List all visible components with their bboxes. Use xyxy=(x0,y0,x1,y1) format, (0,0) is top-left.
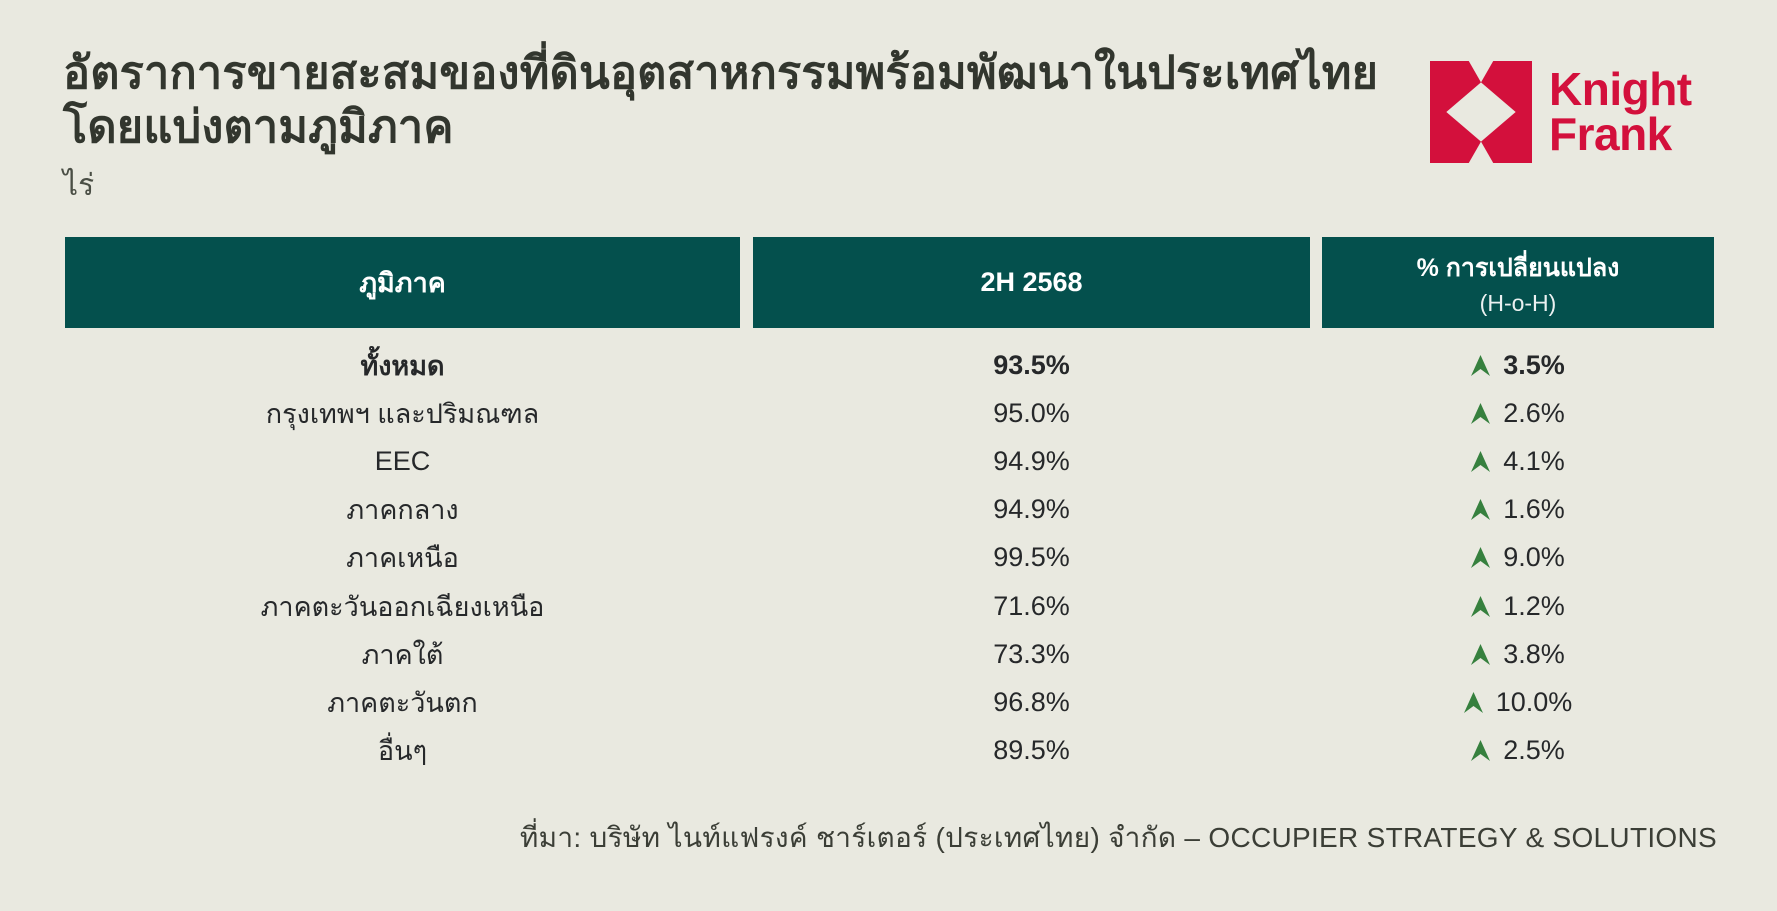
knight-frank-logo: Knight Frank xyxy=(1430,60,1692,164)
table-row: ทั้งหมด 93.5% 3.5% xyxy=(65,341,1714,389)
value-2h2568: 99.5% xyxy=(993,542,1070,573)
logo-word-frank: Frank xyxy=(1549,108,1672,160)
up-arrow-icon xyxy=(1471,643,1491,665)
region-name: ภาคตะวันตก xyxy=(327,687,478,718)
change-value: 1.6% xyxy=(1503,494,1565,525)
region-name: ภาคใต้ xyxy=(361,639,444,670)
change-value: 10.0% xyxy=(1495,686,1573,717)
up-arrow-icon xyxy=(1471,354,1491,376)
table-row: ภาคตะวันออกเฉียงเหนือ 71.6% 1.2% xyxy=(65,582,1714,630)
region-name: อื่นๆ xyxy=(377,736,428,767)
value-2h2568: 89.5% xyxy=(993,735,1070,766)
change-cell: 2.6% xyxy=(1322,398,1714,429)
unit-label: ไร่ xyxy=(63,169,95,202)
table-row: EEC 94.9% 4.1% xyxy=(65,437,1714,485)
up-arrow-icon xyxy=(1471,740,1491,762)
column-header-change: % การเปลี่ยนแปลง (H-o-H) xyxy=(1322,237,1714,328)
region-name: ทั้งหมด xyxy=(360,350,445,381)
page-title-line1: อัตราการขายสะสมของที่ดินอุตสาหกรรมพร้อมพ… xyxy=(63,47,1379,98)
up-arrow-icon xyxy=(1463,691,1483,713)
region-name: กรุงเทพฯ และปริมณฑล xyxy=(265,398,540,429)
change-cell: 1.2% xyxy=(1322,591,1714,622)
up-arrow-icon xyxy=(1471,450,1491,472)
up-arrow-icon xyxy=(1471,402,1491,424)
page-title-line2: โดยแบ่งตามภูมิภาค xyxy=(63,101,454,152)
up-arrow-icon xyxy=(1471,595,1491,617)
table-row: ภาคเหนือ 99.5% 9.0% xyxy=(65,534,1714,582)
region-name: ภาคตะวันออกเฉียงเหนือ xyxy=(260,591,545,622)
table-row: กรุงเทพฯ และปริมณฑล 95.0% 2.6% xyxy=(65,389,1714,437)
change-cell: 2.5% xyxy=(1322,735,1714,766)
change-value: 1.2% xyxy=(1503,590,1565,621)
change-cell: 3.8% xyxy=(1322,639,1714,670)
change-value: 2.5% xyxy=(1503,735,1565,766)
table-body: ทั้งหมด 93.5% 3.5% กรุงเทพฯ และปริมณฑล 9… xyxy=(65,328,1714,775)
up-arrow-icon xyxy=(1471,547,1491,569)
value-2h2568: 95.0% xyxy=(993,397,1070,428)
logo-word-knight: Knight xyxy=(1549,62,1692,115)
column-header-2h2568: 2H 2568 xyxy=(753,237,1310,328)
change-value: 3.8% xyxy=(1503,638,1565,669)
knight-frank-wordmark: Knight Frank xyxy=(1549,62,1692,160)
column-header-change-label: % การเปลี่ยนแปลง xyxy=(1416,254,1620,282)
change-value: 4.1% xyxy=(1503,445,1565,476)
value-2h2568: 73.3% xyxy=(993,638,1070,669)
table-row: ภาคใต้ 73.3% 3.8% xyxy=(65,630,1714,678)
region-name: EEC xyxy=(374,445,431,476)
value-2h2568: 96.8% xyxy=(993,686,1070,717)
table-row: ภาคกลาง 94.9% 1.6% xyxy=(65,486,1714,534)
column-header-2h2568-label: 2H 2568 xyxy=(980,267,1083,297)
column-header-region-label: ภูมิภาค xyxy=(359,268,446,298)
table-row: อื่นๆ 89.5% 2.5% xyxy=(65,727,1714,775)
change-value: 9.0% xyxy=(1503,542,1565,573)
column-header-change-sublabel: (H-o-H) xyxy=(1479,290,1557,316)
up-arrow-icon xyxy=(1471,499,1491,521)
regional-sales-table: ภูมิภาค 2H 2568 % การเปลี่ยนแปลง (H-o-H)… xyxy=(65,237,1714,775)
change-cell: 9.0% xyxy=(1322,542,1714,573)
source-note: ที่มา: บริษัท ไนท์แฟรงค์ ชาร์เตอร์ (ประเ… xyxy=(519,822,1717,853)
change-cell: 1.6% xyxy=(1322,494,1714,525)
change-cell: 10.0% xyxy=(1322,687,1714,718)
value-2h2568: 94.9% xyxy=(993,494,1070,525)
table-row: ภาคตะวันตก 96.8% 10.0% xyxy=(65,678,1714,726)
change-cell: 4.1% xyxy=(1322,446,1714,477)
value-2h2568: 93.5% xyxy=(993,349,1070,380)
change-cell: 3.5% xyxy=(1322,350,1714,381)
title-block: อัตราการขายสะสมของที่ดินอุตสาหกรรมพร้อมพ… xyxy=(63,46,1378,209)
change-value: 2.6% xyxy=(1503,397,1565,428)
value-2h2568: 94.9% xyxy=(993,445,1070,476)
column-header-region: ภูมิภาค xyxy=(65,237,740,328)
table-header-row: ภูมิภาค 2H 2568 % การเปลี่ยนแปลง (H-o-H) xyxy=(65,237,1714,328)
knight-frank-mark-icon xyxy=(1430,61,1532,163)
region-name: ภาคเหนือ xyxy=(346,543,459,574)
value-2h2568: 71.6% xyxy=(993,590,1070,621)
change-value: 3.5% xyxy=(1503,349,1565,380)
region-name: ภาคกลาง xyxy=(346,495,459,526)
